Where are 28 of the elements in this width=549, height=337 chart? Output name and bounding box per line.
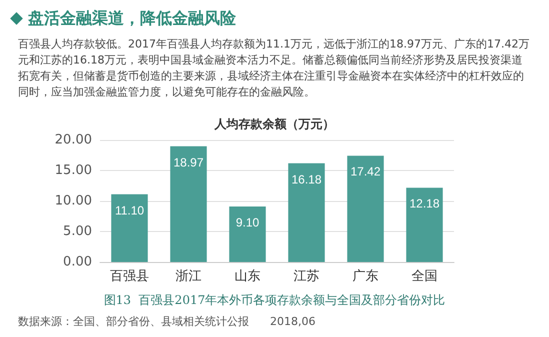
data-label: 9.10 — [236, 215, 260, 230]
x-tick-label: 山东 — [234, 269, 260, 284]
chart-subtitle: 百强县人均存款较低。2017年百强县人均存款额为11.1万元，远低于浙江的18.97万元、广东的17.42万元和江苏的16.18万元，表明中国县域金融资本活力不足。储蓄总额偏低同当前经济形势及居民投资渠道拓宽有关，但储蓄是货币创造的主要来源，县域经济主体在注重引导金融资本在实体经济中的杠杆效应的同时，应当加强金融监管力度，以避免可能存在的金融风险。 — [17, 38, 530, 98]
chart-title: 盘活金融渠道，降低金融风险 — [27, 8, 237, 28]
bar — [111, 194, 148, 262]
y-tick-label: 10.00 — [54, 194, 92, 208]
y-tick-label: 15.00 — [54, 163, 92, 178]
bar — [229, 206, 266, 262]
data-label: 18.97 — [173, 155, 204, 170]
x-tick-label: 江苏 — [294, 269, 320, 284]
caption: 图13 百强县2017年本外币各项存款余额与全国及部分省份对比 — [104, 293, 446, 307]
source-note: 数据来源：全国、部分省份、县域相关统计公报 2018,06 — [18, 315, 316, 328]
bar — [170, 146, 207, 262]
data-label: 12.18 — [409, 196, 440, 211]
text: 人均存款余额（万元） — [214, 117, 334, 131]
x-tick-label: 广东 — [352, 269, 378, 284]
data-label: 16.18 — [291, 172, 322, 186]
data-label: 17.42 — [350, 164, 381, 179]
bar — [347, 156, 384, 262]
x-tick-label: 全国 — [412, 269, 438, 284]
data-label: 11.10 — [114, 203, 144, 218]
y-tick-label: 20.00 — [54, 132, 92, 148]
x-tick-label: 百强县 — [110, 269, 149, 284]
x-tick-label: 浙江 — [176, 269, 202, 284]
y-tick-label: 5.00 — [63, 224, 92, 239]
y-tick-label: 0.00 — [63, 254, 92, 270]
bar — [288, 163, 325, 262]
bar — [406, 188, 443, 262]
